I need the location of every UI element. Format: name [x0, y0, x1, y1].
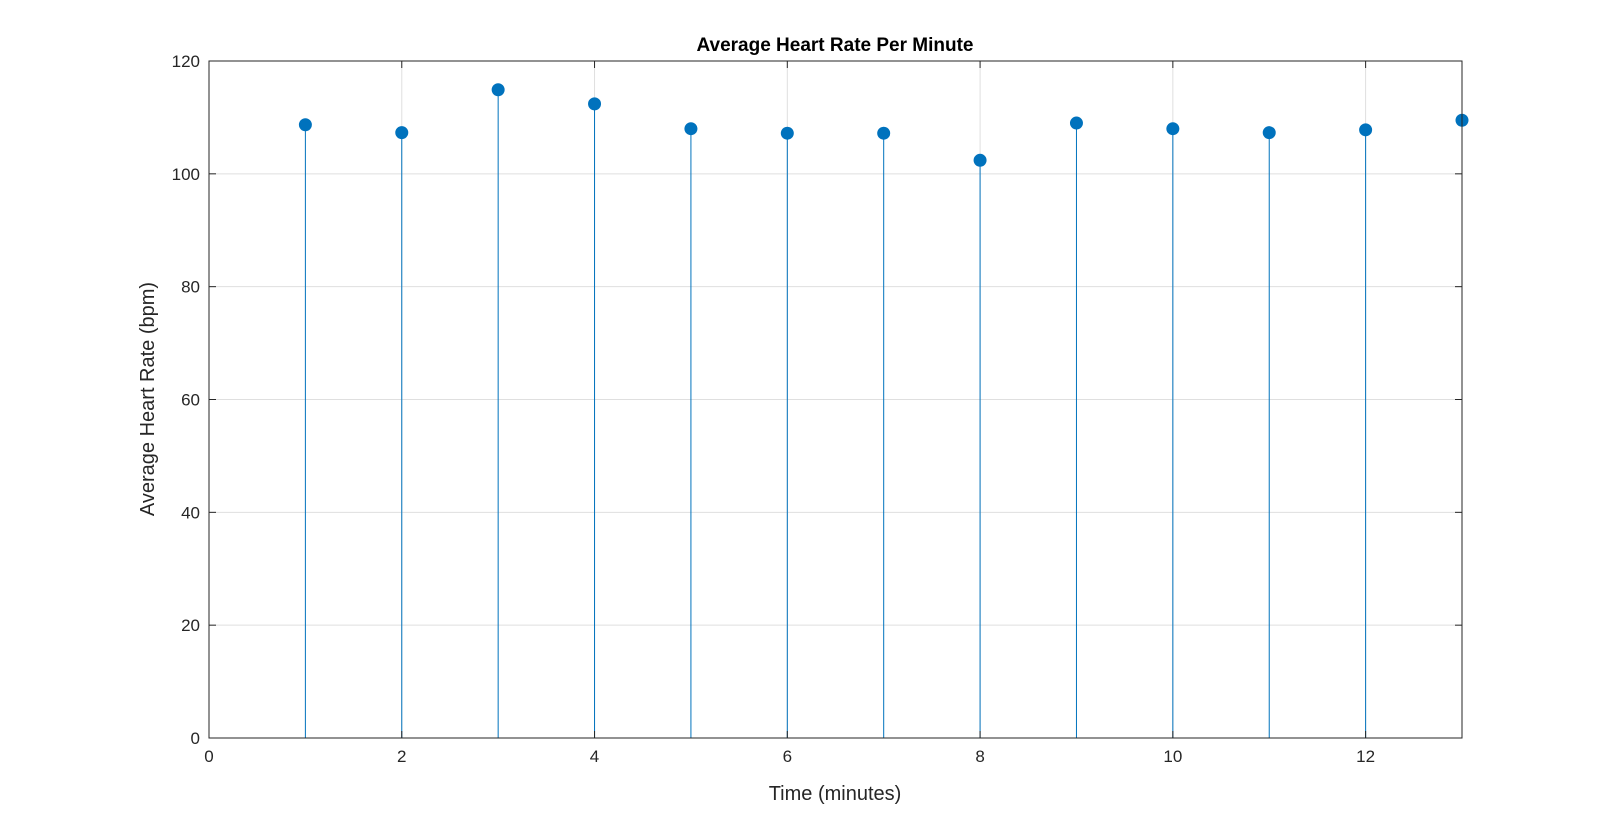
y-axis-label: Average Heart Rate (bpm)	[137, 282, 159, 516]
stem-marker	[1166, 122, 1180, 136]
stem-marker	[1069, 116, 1083, 130]
x-tick-label: 8	[975, 747, 984, 766]
x-tick-label: 2	[397, 747, 406, 766]
x-tick-label: 10	[1163, 747, 1182, 766]
stem-layer	[298, 83, 1469, 738]
y-tick-label: 100	[172, 165, 200, 184]
chart-title: Average Heart Rate Per Minute	[696, 35, 973, 56]
y-tick-label: 120	[172, 52, 200, 71]
x-axis-label: Time (minutes)	[769, 783, 902, 805]
y-tick-label: 40	[181, 503, 200, 522]
x-tick-label: 12	[1356, 747, 1375, 766]
x-tick-label: 4	[590, 747, 599, 766]
y-tick-label: 80	[181, 278, 200, 297]
stem-marker	[395, 126, 409, 140]
stem-marker	[1359, 123, 1373, 137]
stem-marker	[780, 126, 794, 140]
stem-marker	[1262, 126, 1276, 140]
y-tick-label: 60	[181, 391, 200, 410]
stem-marker	[973, 153, 987, 167]
x-tick-label: 0	[204, 747, 213, 766]
y-tick-label: 20	[181, 616, 200, 635]
stem-marker	[298, 118, 312, 132]
stem-marker	[588, 97, 602, 111]
stem-marker	[684, 122, 698, 136]
stem-marker	[491, 83, 505, 97]
y-tick-label: 0	[191, 729, 200, 748]
x-tick-label: 6	[783, 747, 792, 766]
stem-marker	[877, 126, 891, 140]
